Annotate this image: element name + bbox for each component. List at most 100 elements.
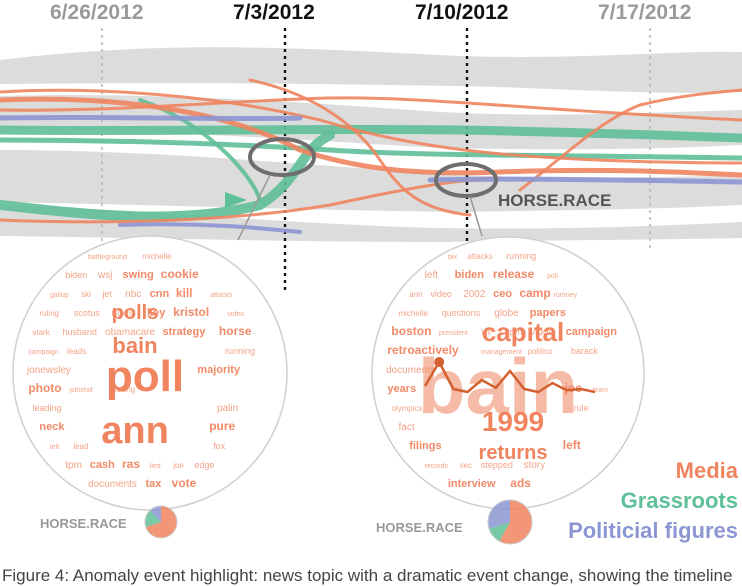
cloud-word: poll	[547, 273, 558, 280]
legend-item: Politicial figures	[568, 518, 738, 543]
topic-label: HORSE.RACE	[376, 520, 463, 535]
flow-stream	[427, 176, 742, 185]
cloud-word: husband	[62, 327, 97, 337]
cloud-word: management	[481, 349, 522, 356]
cloud-word: lied	[150, 463, 161, 470]
cloud-word: ras	[122, 457, 140, 471]
cloud-word: jonewsley	[26, 365, 71, 376]
cloud-word: biden	[65, 270, 87, 280]
connector-line	[237, 174, 271, 241]
cloud-word: video	[227, 311, 244, 318]
legend-item: Grassroots	[620, 488, 738, 513]
cloud-word: left	[425, 270, 439, 281]
cloud-word: palin	[217, 403, 238, 414]
cloud-word: tpm	[65, 460, 82, 471]
cloud-word: attacks	[210, 292, 233, 299]
cloud-word: capital	[482, 317, 564, 347]
cloud-word: left	[50, 444, 59, 451]
cloud-word: michelle	[399, 309, 429, 318]
highlight-ring-right	[434, 162, 498, 198]
pie-slice	[145, 510, 161, 527]
cloud-word: edge	[194, 460, 214, 470]
cloud-word: swing	[123, 269, 154, 281]
cloud-word: joe	[172, 461, 184, 470]
cloud-word: ads	[510, 476, 531, 490]
cloud-word: bain	[112, 333, 157, 358]
cloud-word: cnn	[150, 288, 170, 300]
pie-slice	[489, 522, 510, 542]
cloud-word: retroactively	[387, 343, 459, 357]
cloud-word: vote	[172, 476, 197, 490]
date-label: 7/3/2012	[233, 1, 315, 24]
cloud-word: questions	[442, 308, 481, 318]
flow-stream	[0, 114, 303, 122]
flow-stream	[0, 124, 742, 143]
cloud-word: 2002	[463, 289, 486, 300]
pie-slice	[150, 506, 161, 522]
cloud-word: campaign	[566, 326, 618, 338]
highlight-ring-left	[248, 137, 316, 177]
cloud-word: nbc	[125, 289, 141, 300]
cloud-word: ceo	[493, 288, 512, 300]
cloud-word: fact	[399, 422, 415, 433]
cloud-word: photo	[28, 381, 61, 395]
cloud-word: running	[506, 251, 536, 261]
cloud-word: rides	[112, 308, 134, 319]
cloud-word: tax	[448, 254, 458, 261]
cloud-word: battleground	[88, 254, 127, 261]
cloud-word: gallup	[50, 292, 69, 299]
cloud-word: video	[530, 327, 554, 338]
cloud-word: documents	[386, 365, 435, 376]
cloud-word: running	[225, 346, 255, 356]
figure-caption: Figure 4: Anomaly event highlight: news …	[2, 566, 733, 585]
pie-outline	[144, 505, 178, 539]
cloud-word: horse	[219, 324, 252, 338]
cloud-word: boston	[391, 324, 431, 338]
cloud-word: wsj	[97, 270, 112, 281]
topic-label: HORSE.RACE	[498, 191, 611, 210]
cloud-word: poll	[106, 352, 184, 401]
cloud-word: neck	[39, 421, 65, 433]
cloud-word: politico	[528, 347, 553, 356]
cloud-word: polls	[112, 302, 159, 324]
pie-slice	[499, 500, 532, 544]
cloud-word: returns	[479, 442, 548, 464]
date-label: 7/17/2012	[598, 1, 692, 24]
cloud-word: ski	[81, 290, 91, 299]
date-label: 7/10/2012	[415, 1, 509, 24]
cloud-word: 1999	[482, 406, 544, 437]
flow-stream	[248, 78, 472, 217]
flow-stream	[518, 88, 742, 192]
cloud-word: scotus	[74, 308, 101, 318]
topic-band	[0, 150, 742, 212]
cloud-word: globe	[494, 308, 519, 319]
cloud-word: story	[523, 460, 545, 471]
flow-stream	[0, 130, 335, 222]
cloud-word: stepped	[481, 460, 513, 470]
topic-band	[0, 47, 742, 93]
word-cloud-left: poll ann polls bain battleground michelle bide…	[12, 235, 288, 511]
cloud-word: ann	[101, 410, 169, 452]
cloud-word: michelle	[142, 252, 172, 261]
cloud-word: president	[439, 330, 468, 337]
cloud-word: key	[147, 307, 166, 319]
cloud-word: campaign	[28, 349, 58, 356]
cloud-word: joe	[564, 381, 583, 395]
cloud-word: rule	[574, 403, 589, 413]
share-pie-right	[487, 499, 533, 545]
flow-stream	[118, 222, 302, 234]
cloud-word: kill	[482, 328, 492, 337]
sparkline-line	[423, 359, 596, 394]
topic-band	[0, 205, 742, 242]
cloud-word: ruling	[39, 309, 59, 318]
cloud-word: jet	[101, 289, 112, 299]
pie-outline	[487, 499, 533, 545]
cloud-word: attacks	[467, 252, 492, 261]
topic-label: HORSE.RACE	[40, 516, 127, 531]
cloud-word: filings	[409, 440, 441, 452]
sparkline-peak-dot	[434, 357, 445, 367]
cloud-word: cookie	[161, 267, 199, 281]
